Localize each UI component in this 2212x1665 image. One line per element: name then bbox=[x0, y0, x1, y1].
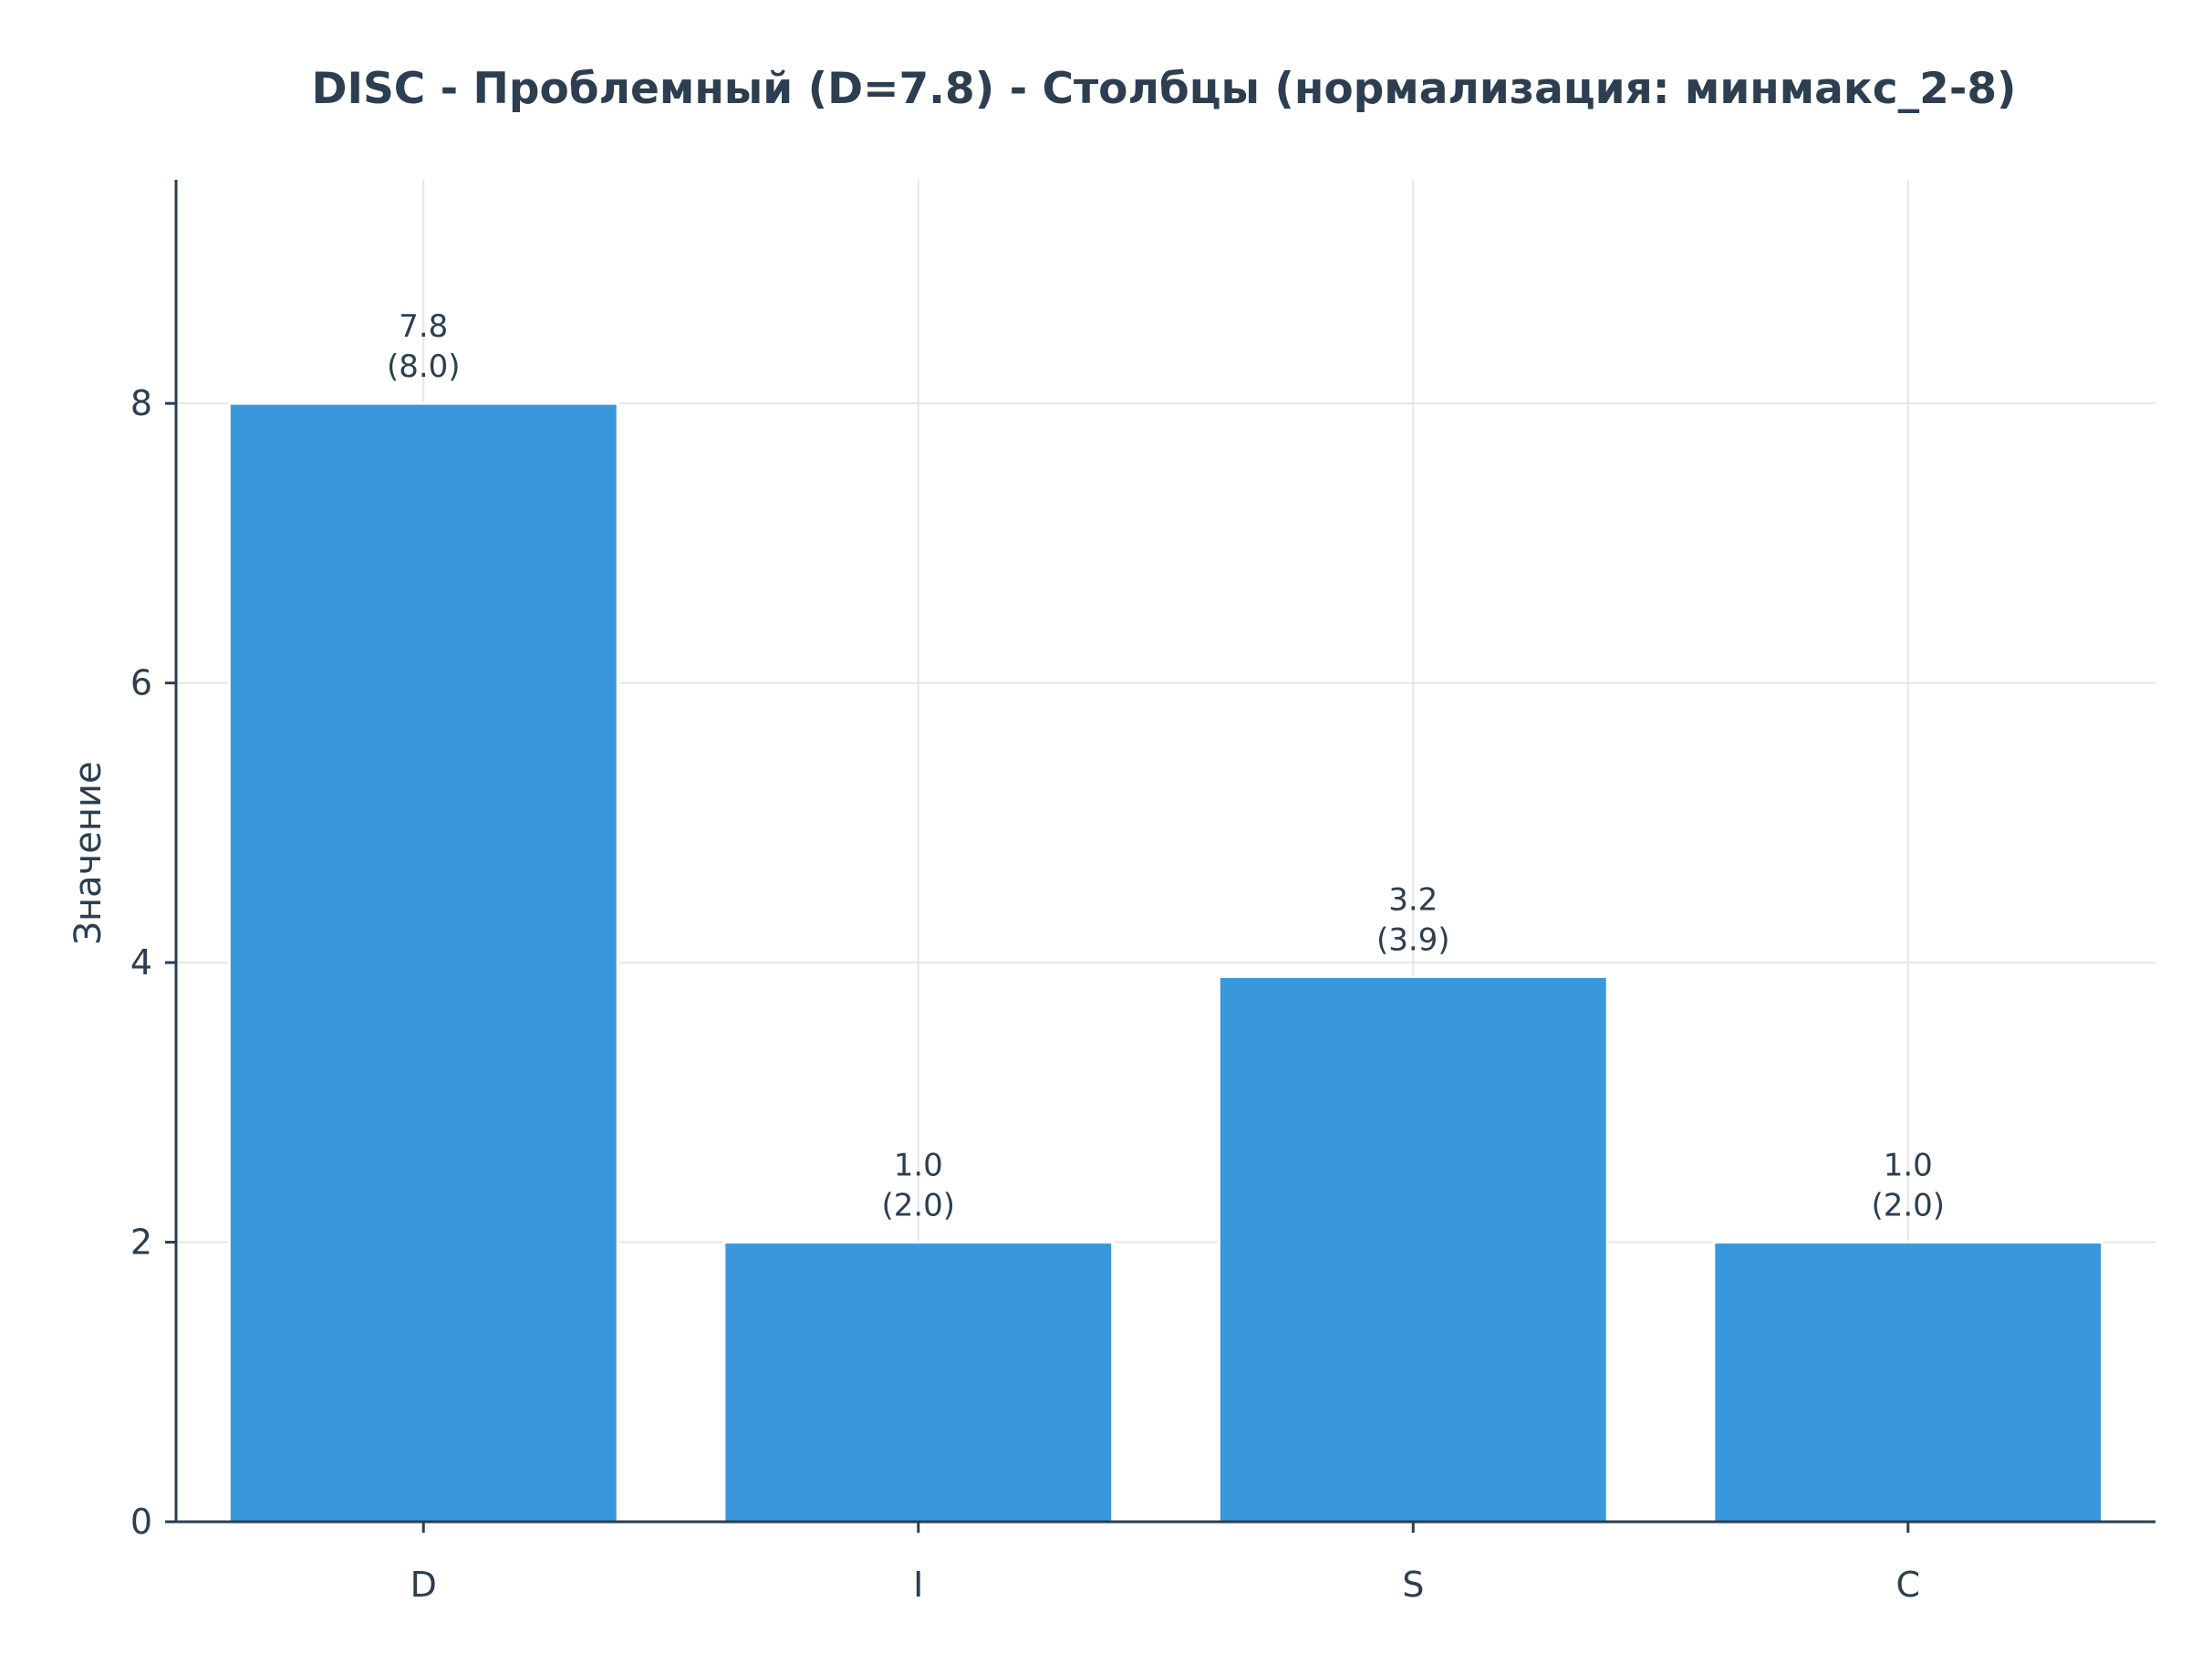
y-tick-label: 8 bbox=[130, 383, 152, 423]
data-label-normalized: (3.9) bbox=[1376, 921, 1450, 958]
x-tick-label-c: C bbox=[1895, 1565, 1920, 1605]
chart-title: DISC - Проблемный (D=7.8) - Столбцы (нор… bbox=[311, 64, 2016, 114]
y-tick-label: 0 bbox=[130, 1502, 152, 1542]
data-label-raw: 3.2 bbox=[1388, 881, 1438, 918]
data-label-normalized: (8.0) bbox=[387, 349, 461, 385]
bars-layer bbox=[227, 401, 2104, 1524]
bar-c bbox=[1712, 1241, 2104, 1524]
data-label-raw: 1.0 bbox=[1884, 1148, 1933, 1184]
data-labels-layer: 7.8 (8.0) 1.0 (2.0) 3.2(3.9) 1.0 (2.0) bbox=[387, 308, 1945, 1223]
data-label-raw: 1.0 bbox=[894, 1148, 943, 1184]
data-label-normalized: (2.0) bbox=[881, 1188, 955, 1224]
y-tick-label: 2 bbox=[130, 1223, 152, 1263]
bar-i bbox=[722, 1241, 1115, 1524]
x-tick-label-d: D bbox=[410, 1565, 437, 1605]
y-axis-label: Значение bbox=[68, 761, 109, 944]
data-label-raw: 7.8 bbox=[399, 308, 448, 345]
y-tick-label: 4 bbox=[130, 942, 152, 983]
axes-layer: 0 2 4 6 8 D I S C bbox=[130, 180, 2155, 1605]
bar-d bbox=[227, 401, 619, 1524]
x-tick-label-i: I bbox=[913, 1565, 923, 1605]
x-tick-label-s: S bbox=[1402, 1565, 1424, 1605]
y-tick-label: 6 bbox=[130, 663, 152, 703]
bar-s bbox=[1217, 974, 1609, 1524]
data-label-normalized: (2.0) bbox=[1871, 1188, 1945, 1224]
